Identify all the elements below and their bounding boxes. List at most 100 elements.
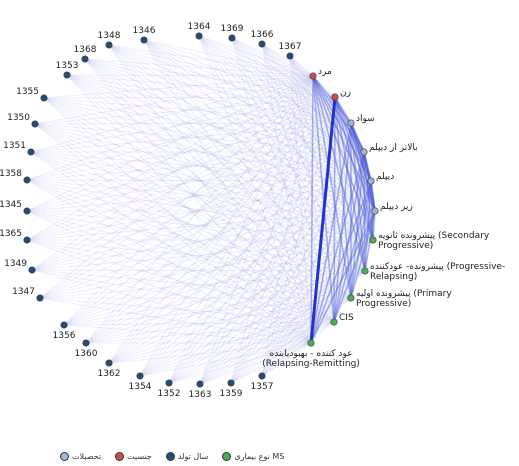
edge-year-link	[261, 75, 314, 377]
edge-year-link	[198, 35, 335, 323]
edge-year-link	[39, 239, 374, 299]
edge-year-link	[39, 297, 335, 323]
edge-year-link	[39, 210, 376, 299]
edge-year-link	[26, 122, 352, 212]
ms-pr-label: پیشرونده- عودکننده (Progressive-	[370, 262, 505, 272]
edge-year-link	[231, 37, 366, 272]
edge-year-link	[34, 123, 312, 344]
ms-rr-label: (Relapsing-Remitting)	[262, 359, 360, 369]
education-0-label: سواد	[356, 114, 375, 124]
year-1352-label: 1352	[158, 389, 181, 399]
edge-year-link	[230, 151, 365, 384]
edge-year-link	[199, 210, 376, 385]
year-1346-node	[140, 36, 148, 44]
edge-year-link	[63, 324, 312, 344]
edge-year-link	[231, 37, 312, 344]
edge-year-link	[26, 210, 335, 323]
edge-year-link	[43, 75, 314, 99]
edge-year-link	[26, 210, 366, 272]
edge-year-link	[30, 151, 335, 323]
edge-year-link	[261, 43, 336, 98]
edge-year-link	[289, 55, 365, 153]
edge-year-link	[43, 97, 312, 344]
edge-year-link	[43, 97, 365, 153]
edge-year-link	[108, 44, 336, 98]
year-1354-label: 1354	[129, 382, 152, 392]
edge-year-link	[30, 151, 372, 182]
edge-year-link	[143, 39, 372, 182]
edge-year-link	[108, 75, 314, 364]
edge-year-link	[261, 321, 335, 377]
education-1-label: بالاتر از دیپلم	[369, 143, 418, 153]
year-1362-label: 1362	[98, 369, 121, 379]
edge-attribute-link	[363, 151, 372, 182]
edge-attribute-link	[370, 180, 376, 212]
edge-year-link	[43, 97, 372, 182]
edge-year-link	[168, 297, 352, 384]
edge-attribute-link	[350, 122, 366, 272]
edge-year-link	[143, 39, 312, 344]
edge-year-link	[143, 39, 314, 77]
ms-rr-label: عود کننده - بهبودیابنده	[270, 349, 353, 359]
edge-year-link	[31, 269, 335, 323]
edge-year-link	[31, 75, 314, 271]
edge-year-link	[66, 74, 352, 299]
edge-attribute-link	[334, 96, 376, 212]
edge-year-link	[26, 239, 366, 272]
edge-year-link	[108, 44, 312, 344]
edge-year-link	[34, 123, 376, 212]
edge-attribute-link	[350, 151, 365, 299]
edge-year-link	[26, 210, 374, 241]
edge-year-link	[30, 75, 314, 153]
edge-attribute-link	[312, 75, 352, 299]
edge-year-link	[230, 270, 366, 384]
edge-year-link	[198, 35, 366, 272]
year-1363-node	[196, 380, 204, 388]
edge-year-link	[168, 210, 376, 384]
edge-year-link	[230, 321, 335, 384]
gender-1-node	[331, 93, 339, 101]
edge-year-link	[26, 179, 366, 272]
year-1349-label: 1349	[4, 259, 27, 269]
edge-year-link	[34, 123, 372, 182]
year-1369-node	[228, 34, 236, 42]
edge-attribute-link	[350, 122, 374, 241]
edge-year-link	[66, 74, 314, 77]
edge-attribute-link	[312, 75, 365, 153]
year-1366-label: 1366	[251, 30, 274, 40]
edge-year-link	[26, 210, 376, 241]
legend-label-ms-type: نوع بیماری MS	[234, 451, 285, 461]
edge-year-link	[139, 321, 335, 377]
edge-year-link	[26, 151, 365, 181]
year-1367-node	[286, 52, 294, 60]
year-1347-label: 1347	[12, 287, 35, 297]
edge-year-link	[198, 35, 376, 212]
edge-year-link	[26, 239, 335, 323]
edge-year-link	[31, 96, 336, 271]
edge-year-link	[108, 44, 365, 153]
edge-attribute-link	[363, 151, 374, 241]
edge-year-link	[34, 123, 374, 241]
edge-year-link	[43, 97, 376, 212]
edge-attribute-link	[312, 75, 372, 182]
edge-year-link	[168, 75, 314, 384]
edge-year-link	[289, 55, 312, 344]
edge-year-link	[84, 58, 352, 299]
edge-year-link	[230, 342, 312, 384]
edge-year-link	[143, 39, 366, 272]
edge-year-link	[139, 75, 314, 377]
year-1353-label: 1353	[56, 61, 79, 71]
edge-year-link	[289, 55, 314, 77]
year-1349-node	[28, 266, 36, 274]
edge-year-link	[231, 37, 374, 241]
edge-year-link	[261, 43, 372, 182]
edge-attribute-link	[333, 122, 352, 323]
edge-attribute-link	[334, 96, 372, 182]
edge-year-link	[34, 123, 365, 153]
edge-year-link	[139, 239, 374, 377]
edge-year-link	[261, 43, 374, 241]
edge-attribute-link	[370, 180, 376, 212]
edge-year-link	[199, 297, 352, 385]
edge-year-link	[30, 122, 352, 153]
edge-year-link	[108, 44, 335, 323]
